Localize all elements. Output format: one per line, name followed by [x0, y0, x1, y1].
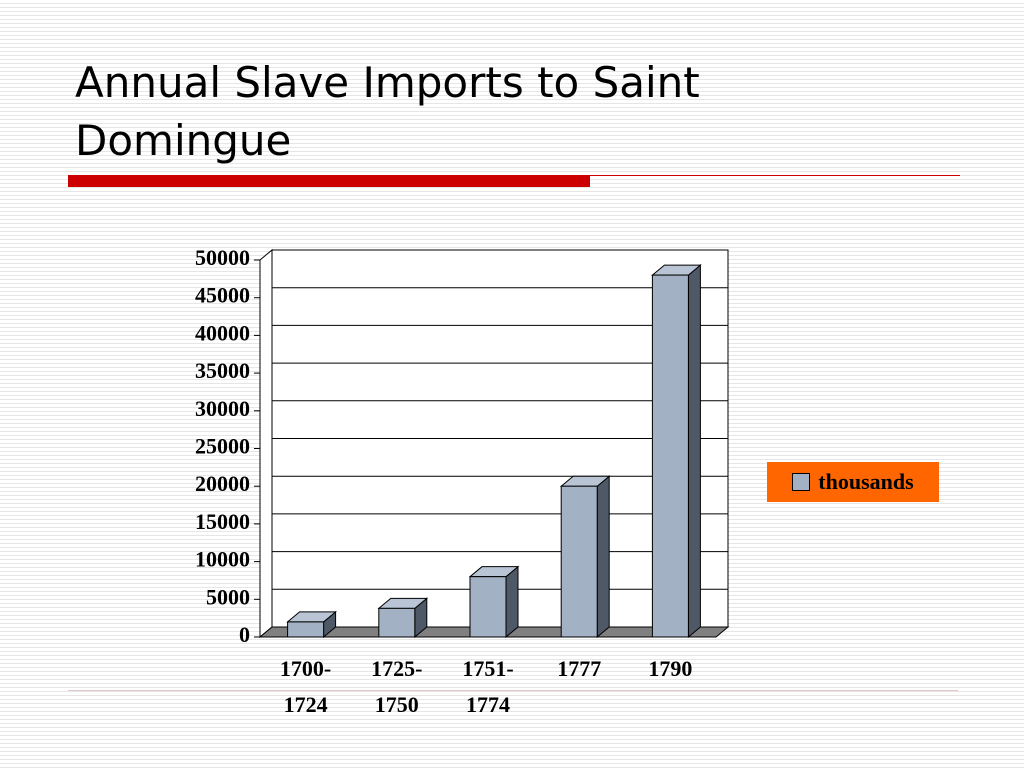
bar-side [596, 475, 610, 639]
y-tick-label: 20000 [195, 471, 250, 496]
y-tick-label: 10000 [195, 547, 250, 572]
y-tick-label: 40000 [195, 320, 250, 345]
y-tick-label: 35000 [195, 358, 250, 383]
y-tick-label: 5000 [206, 584, 250, 609]
y-tick-label: 15000 [195, 509, 250, 534]
x-tick-label: 1790 [648, 656, 693, 681]
bar [560, 485, 598, 638]
y-tick-label: 0 [239, 622, 250, 647]
x-tick-label: 1700-1724 [279, 656, 332, 717]
y-tick-label: 50000 [195, 245, 250, 270]
bar [287, 621, 325, 638]
y-tick-label: 25000 [195, 434, 250, 459]
bar-side [505, 565, 519, 639]
legend-label: thousands [818, 469, 914, 494]
legend-swatch [792, 473, 811, 491]
bar [469, 576, 507, 638]
accent-line [590, 175, 960, 176]
footer-line [68, 690, 958, 691]
side-wall [259, 248, 273, 639]
y-tick-label: 45000 [195, 283, 250, 308]
bar-side [687, 264, 701, 639]
bar [651, 274, 689, 638]
x-tick-label: 1725-1750 [371, 656, 423, 717]
bar [378, 607, 416, 638]
accent-bar [68, 175, 590, 187]
x-tick-label: 1777 [557, 656, 602, 681]
legend: thousands [767, 462, 939, 502]
y-tick-label: 30000 [195, 396, 250, 421]
slide-title: Annual Slave Imports to Saint Domingue [75, 58, 700, 165]
x-tick-label: 1751-1774 [462, 656, 514, 717]
